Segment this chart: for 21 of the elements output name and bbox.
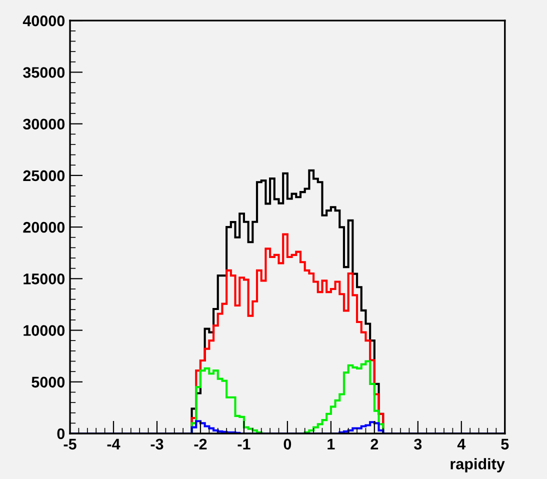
x-tick-label: -1 (238, 438, 250, 450)
x-tick-label: -4 (107, 438, 120, 450)
x-tick-label: -2 (194, 438, 207, 450)
y-tick-label: 25000 (23, 170, 65, 182)
y-tick-label: 5000 (32, 376, 65, 388)
y-tick-label: 30000 (23, 118, 65, 130)
y-tick-label: 40000 (22, 15, 65, 26)
x-tick-label: -5 (64, 438, 76, 450)
x-tick-label: 5 (501, 438, 509, 450)
x-tick-label: 0 (284, 438, 292, 450)
x-tick-label: 4 (457, 438, 466, 450)
y-tick-label: 15000 (24, 274, 65, 284)
x-tick-label: 1 (328, 438, 335, 450)
x-tick-label: 3 (414, 438, 422, 450)
x-tick-label: -3 (150, 438, 164, 450)
y-tick-label: 10000 (24, 325, 65, 336)
x-tick-label: 2 (370, 438, 378, 450)
y-tick-label: 20000 (23, 222, 65, 233)
y-tick-label: 35000 (23, 67, 65, 78)
x-axis-title: rapidity (450, 458, 505, 472)
y-tick-label: 0 (57, 428, 65, 440)
